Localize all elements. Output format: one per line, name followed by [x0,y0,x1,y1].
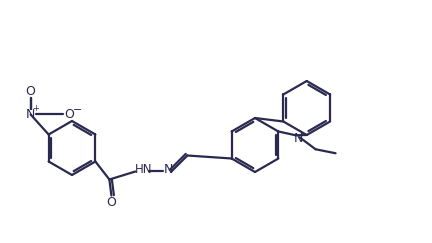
Text: N: N [26,108,35,121]
Text: HN: HN [135,163,152,176]
Text: N: N [294,132,303,145]
Text: +: + [32,104,39,113]
Text: N: N [164,163,173,176]
Text: −: − [73,104,83,114]
Text: O: O [65,108,75,121]
Text: O: O [25,85,35,98]
Text: O: O [106,196,116,209]
